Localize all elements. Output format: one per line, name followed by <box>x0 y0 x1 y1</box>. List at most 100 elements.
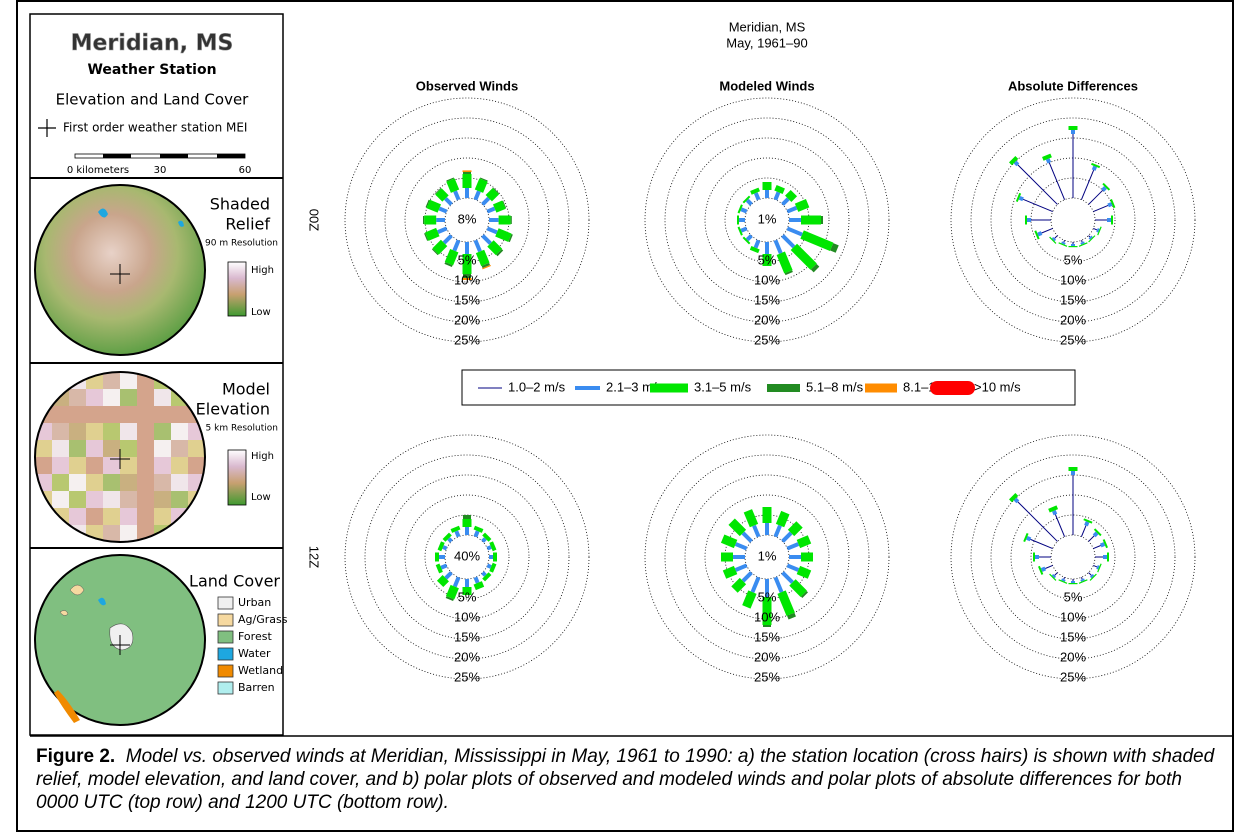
row-label: 00Z <box>307 209 322 231</box>
petal-segment <box>1082 242 1083 244</box>
ring-label: 5% <box>758 589 777 604</box>
petal-segment <box>792 582 803 593</box>
inner-ring <box>1051 198 1095 242</box>
grid-cell <box>137 474 154 491</box>
grid-cell <box>137 440 154 457</box>
petal-segment <box>483 573 486 576</box>
petal-segment <box>802 235 832 247</box>
petal-segment <box>487 228 497 232</box>
petal-segment <box>741 209 747 211</box>
grid-cell <box>35 525 52 542</box>
landcover-swatch <box>218 597 233 609</box>
petal-segment <box>1055 573 1058 576</box>
petal-segment <box>1038 233 1042 235</box>
grid-cell <box>188 372 205 389</box>
petal-segment <box>1081 577 1082 579</box>
petal-segment <box>1091 238 1092 239</box>
petal-segment <box>446 536 449 539</box>
petal-segment <box>1094 166 1096 170</box>
grid-cell <box>120 508 137 525</box>
petal-segment <box>1093 205 1108 211</box>
landcover-swatch <box>218 614 233 626</box>
petal-segment <box>1027 538 1031 540</box>
petal-segment <box>798 570 809 575</box>
ring-label: 5% <box>758 252 777 267</box>
petal-segment <box>754 526 759 537</box>
petal-segment <box>438 191 445 198</box>
petal-segment <box>1106 186 1107 187</box>
scale-low: Low <box>251 307 271 318</box>
petal-segment <box>788 193 794 199</box>
petal-segment <box>1112 203 1114 204</box>
petal-segment <box>1055 515 1064 537</box>
petal-segment <box>743 533 751 541</box>
petal-segment <box>437 568 441 570</box>
petal-segment <box>1089 573 1092 576</box>
grid-cell <box>86 440 103 457</box>
petal-segment <box>1108 204 1112 206</box>
grid-cell <box>188 440 205 457</box>
ring-label: 25% <box>754 669 780 684</box>
grid-cell <box>52 525 69 542</box>
petal-segment <box>1097 532 1098 533</box>
scale-label: 60 <box>239 165 252 176</box>
ring-label: 10% <box>1060 272 1086 287</box>
petal-segment <box>1093 577 1094 578</box>
petal-segment <box>478 527 480 531</box>
petal-segment <box>475 191 479 199</box>
chart-title: Absolute Differences <box>1008 78 1138 93</box>
grid-cell <box>52 491 69 508</box>
legend-label: 5.1–8 m/s <box>806 379 864 394</box>
grid-cell <box>86 474 103 491</box>
grid-cell <box>103 372 120 389</box>
petal-segment <box>1089 190 1103 204</box>
ring-label: 25% <box>754 332 780 347</box>
petal-segment <box>787 228 802 234</box>
petal-segment <box>804 594 805 595</box>
calm-label: 1% <box>758 211 777 226</box>
petal-segment <box>1012 496 1015 499</box>
petal-segment <box>1045 565 1052 568</box>
petal-segment <box>743 573 751 581</box>
calm-label: 8% <box>458 211 477 226</box>
grid-cell <box>137 423 154 440</box>
grid-cell <box>86 491 103 508</box>
grid-cell <box>52 406 69 423</box>
ring-label: 10% <box>454 272 480 287</box>
panel-heading: Elevation and Land Cover <box>56 91 250 109</box>
grid-cell <box>137 406 154 423</box>
grid-cell <box>120 457 137 474</box>
scale-bar <box>75 154 245 158</box>
grid-cell <box>120 406 137 423</box>
landcover-swatch <box>218 682 233 694</box>
calm-label: 1% <box>758 548 777 563</box>
petal-segment <box>1040 570 1042 571</box>
petal-segment <box>510 238 511 239</box>
grid-cell <box>171 372 188 389</box>
petal-segment <box>456 531 458 537</box>
ring-label: 15% <box>454 292 480 307</box>
ring-label: 10% <box>754 609 780 624</box>
grid-cell <box>103 389 120 406</box>
petal-segment <box>1048 159 1050 163</box>
petal-segment <box>495 205 504 209</box>
grid-cell <box>188 457 205 474</box>
petal-segment <box>475 240 480 251</box>
petal-segment <box>439 209 446 212</box>
grid-cell <box>137 457 154 474</box>
petal-segment <box>1086 522 1088 526</box>
grid-cell <box>154 474 171 491</box>
petal-segment <box>1093 546 1100 549</box>
landcover-label: Wetland <box>238 664 283 677</box>
model-title: Elevation <box>196 400 270 419</box>
grid-cell <box>120 423 137 440</box>
petal-segment <box>483 539 486 542</box>
row-label: 12Z <box>307 546 322 568</box>
relief-note: 90 m Resolution <box>205 239 278 249</box>
grid-cell <box>52 440 69 457</box>
grid-cell <box>35 440 52 457</box>
petal-segment <box>1093 228 1097 230</box>
legend-label: >10 m/s <box>974 379 1021 394</box>
petal-segment <box>1095 165 1096 167</box>
ring-label: 20% <box>454 649 480 664</box>
